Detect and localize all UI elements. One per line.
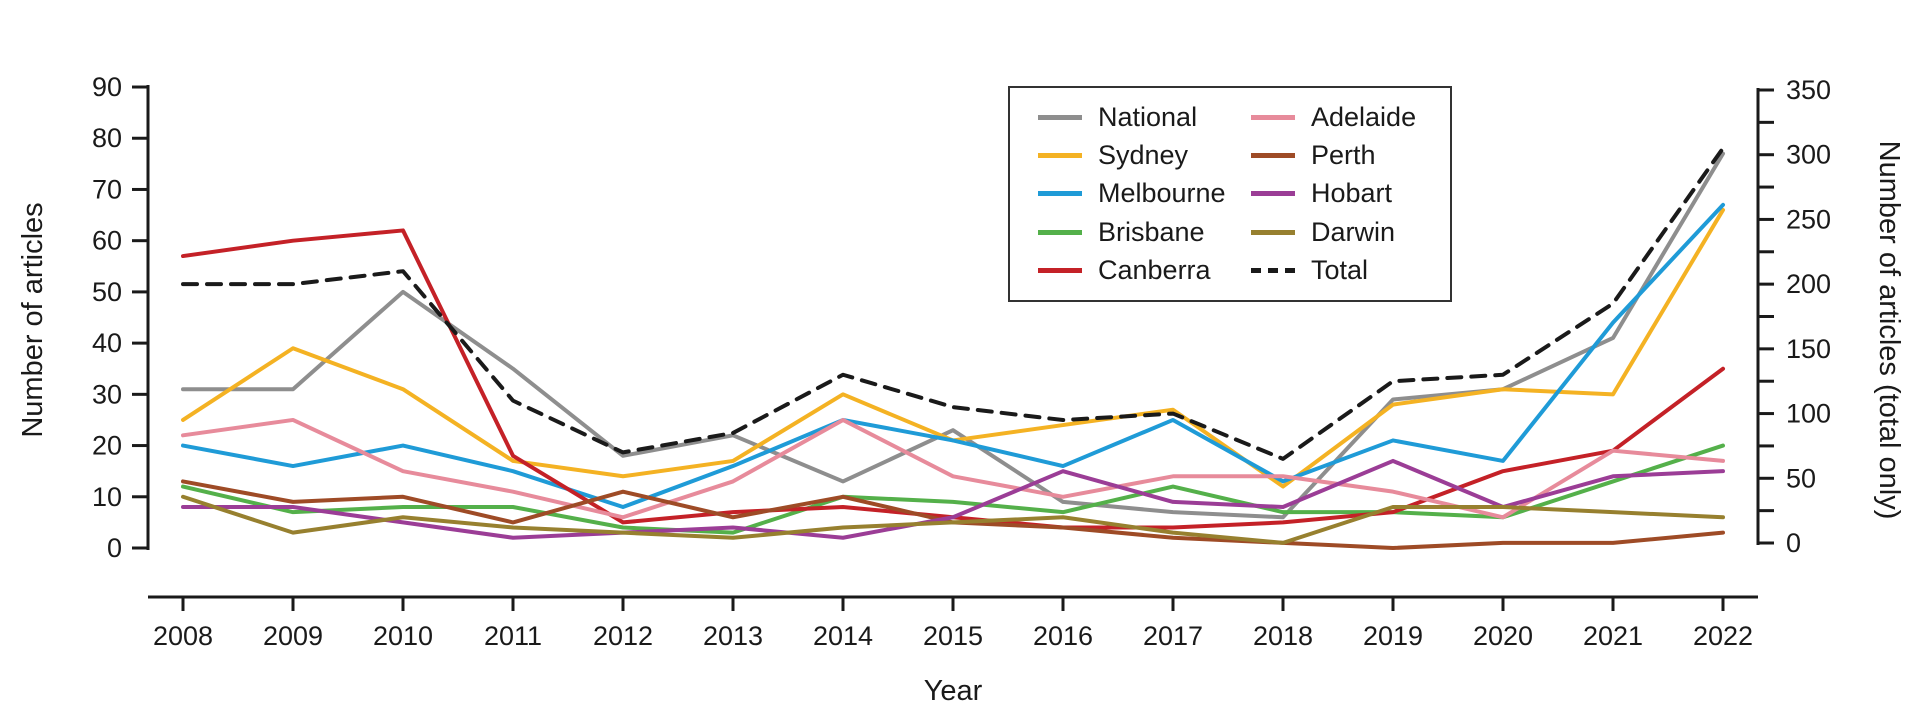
x-tick-label-2011: 2011 <box>484 621 542 651</box>
y-right-tick-label: 200 <box>1786 269 1831 299</box>
y-left-tick-label: 40 <box>92 328 122 358</box>
x-tick-label-2008: 2008 <box>153 621 213 651</box>
x-tick-label-2021: 2021 <box>1583 621 1643 651</box>
y-right-tick-label: 150 <box>1786 334 1831 364</box>
x-tick-label-2009: 2009 <box>263 621 323 651</box>
y-left-tick-label: 70 <box>92 174 122 204</box>
legend-swatch-hobart <box>1251 191 1295 197</box>
y-right-tick-label: 350 <box>1786 75 1831 105</box>
legend-item-sydney: Sydney <box>1038 136 1227 174</box>
y-left-tick-label: 20 <box>92 431 122 461</box>
x-tick-label-2022: 2022 <box>1693 621 1753 651</box>
y-left-tick-label: 0 <box>107 533 122 563</box>
legend-label: Adelaide <box>1311 101 1417 132</box>
legend-label: National <box>1098 101 1198 132</box>
legend-label: Sydney <box>1098 140 1189 171</box>
legend-item-perth: Perth <box>1251 136 1440 174</box>
x-tick-label-2012: 2012 <box>593 621 653 651</box>
legend-swatch-adelaide <box>1251 114 1295 120</box>
legend-swatch-national <box>1038 114 1082 120</box>
chart-legend: National Sydney Melbourne Brisbane Canberra A… <box>1008 86 1452 302</box>
x-tick-label-2020: 2020 <box>1473 621 1533 651</box>
legend-swatch-perth <box>1251 153 1295 159</box>
legend-label: Melbourne <box>1098 178 1226 209</box>
legend-item-total: Total <box>1251 252 1440 290</box>
legend-item-canberra: Canberra <box>1038 252 1227 290</box>
x-tick-label-2015: 2015 <box>923 621 983 651</box>
legend-swatch-total <box>1251 268 1295 274</box>
y-left-tick-label: 80 <box>92 123 122 153</box>
x-axis-title: Year <box>924 675 983 707</box>
series-line-canberra <box>181 228 1725 530</box>
legend-item-national: National <box>1038 98 1227 136</box>
series-line-melbourne <box>181 202 1725 510</box>
legend-item-brisbane: Brisbane <box>1038 213 1227 251</box>
x-tick-label-2019: 2019 <box>1363 621 1423 651</box>
x-tick-label-2010: 2010 <box>373 621 433 651</box>
legend-item-melbourne: Melbourne <box>1038 175 1227 213</box>
x-tick-label-2014: 2014 <box>813 621 873 651</box>
y-right-tick-label: 100 <box>1786 399 1831 429</box>
legend-swatch-melbourne <box>1038 191 1082 197</box>
y-left-tick-label: 90 <box>92 72 122 102</box>
legend-item-hobart: Hobart <box>1251 175 1440 213</box>
x-tick-label-2013: 2013 <box>703 621 763 651</box>
series-line-national <box>181 151 1725 520</box>
legend-label: Brisbane <box>1098 216 1205 247</box>
y-axis-left-title: Number of articles <box>17 202 49 437</box>
series-line-hobart <box>181 458 1725 540</box>
legend-swatch-canberra <box>1038 268 1082 274</box>
y-axis-right-title: Number of articles (total only) <box>1873 141 1905 520</box>
legend-item-adelaide: Adelaide <box>1251 98 1440 136</box>
y-right-tick-label: 250 <box>1786 204 1831 234</box>
legend-label: Hobart <box>1311 178 1393 209</box>
y-left-tick-label: 50 <box>92 277 122 307</box>
x-tick-label-2018: 2018 <box>1253 621 1313 651</box>
legend-swatch-sydney <box>1038 153 1082 159</box>
x-tick-label-2017: 2017 <box>1143 621 1203 651</box>
y-left-tick-label: 10 <box>92 482 122 512</box>
series-line-total <box>181 146 1725 461</box>
legend-label: Total <box>1311 255 1369 286</box>
legend-item-darwin: Darwin <box>1251 213 1440 251</box>
legend-label: Canberra <box>1098 255 1211 286</box>
y-left-tick-label: 60 <box>92 226 122 256</box>
legend-label: Darwin <box>1311 216 1396 247</box>
y-right-tick-label: 0 <box>1786 528 1801 558</box>
y-left-tick-label: 30 <box>92 379 122 409</box>
x-tick-label-2016: 2016 <box>1033 621 1093 651</box>
legend-swatch-brisbane <box>1038 229 1082 235</box>
series-line-darwin <box>181 494 1725 545</box>
legend-swatch-darwin <box>1251 229 1295 235</box>
legend-label: Perth <box>1311 140 1376 171</box>
y-right-tick-label: 300 <box>1786 140 1831 170</box>
y-right-tick-label: 50 <box>1786 463 1816 493</box>
